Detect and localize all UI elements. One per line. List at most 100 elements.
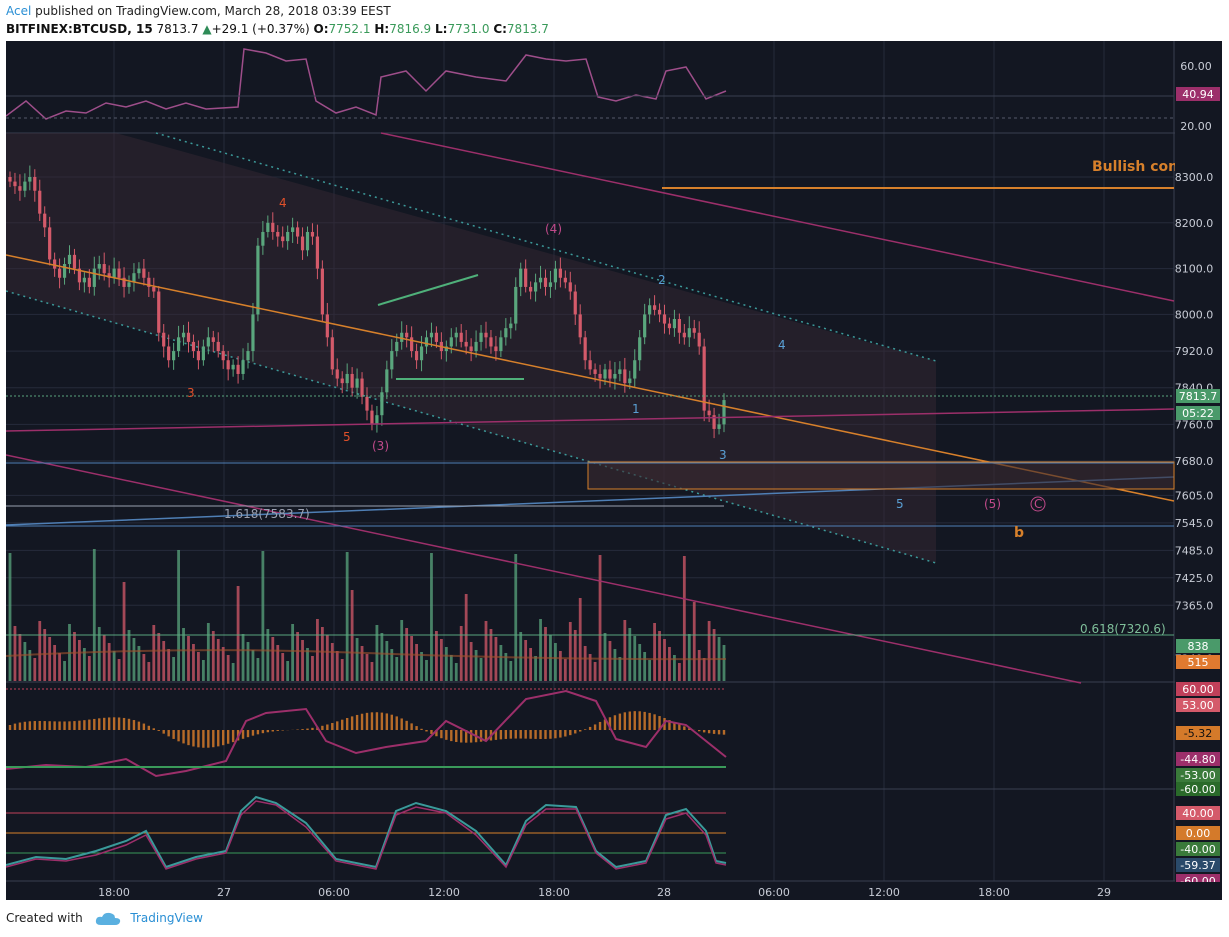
osc-bar (613, 715, 617, 730)
osc-bar (241, 730, 245, 739)
wave-label: 2 (658, 273, 666, 287)
osc-bar (430, 730, 433, 734)
volume-bar (474, 650, 478, 681)
osc-bar (345, 717, 349, 730)
candle-body (509, 323, 513, 329)
candle-body (127, 282, 131, 287)
volume-bar (197, 652, 200, 681)
volume-bar (206, 623, 210, 681)
osc-bar (122, 717, 126, 730)
osc-bar (598, 721, 602, 730)
candle-body (256, 245, 260, 315)
open-label: O: (313, 22, 329, 36)
volume-bar (182, 628, 185, 681)
volume-bar (638, 644, 642, 681)
osc-bar (23, 721, 27, 730)
volume-bar (613, 649, 617, 681)
osc-bar (152, 728, 155, 730)
osc-bar (400, 718, 403, 730)
candle-body (28, 177, 32, 182)
osc-bar (678, 724, 681, 730)
last-price: 7813.7 (156, 22, 199, 36)
osc-bar (172, 730, 175, 739)
rsi-value-tag-bg (1176, 87, 1220, 101)
price-tick-label: 7485.0 (1175, 544, 1214, 557)
candle-body (142, 268, 146, 278)
osc-bar (207, 730, 210, 748)
low-label: L: (435, 22, 448, 36)
time-tick-label: 06:00 (318, 886, 350, 899)
candle-body (662, 314, 667, 324)
osc-bar (98, 718, 101, 730)
candle-body (102, 264, 106, 274)
time-tick-label: 18:00 (538, 886, 570, 899)
candle-body (147, 277, 151, 287)
candle-body (598, 373, 602, 379)
volume-bar (162, 641, 166, 681)
candle-body (226, 360, 230, 370)
price-tick-label: 7680.0 (1175, 455, 1214, 468)
wave-label: 1 (632, 402, 640, 416)
tradingview-link[interactable]: TradingView (130, 911, 203, 925)
footer: Created with TradingView (6, 911, 203, 926)
candle-body (201, 346, 205, 361)
candle-body (405, 332, 409, 338)
high-value: 7816.9 (389, 22, 432, 36)
volume-bar (281, 653, 285, 681)
volume-bar (593, 662, 597, 681)
candle-body (251, 314, 255, 352)
volume-bar (459, 626, 463, 681)
osc-bar (251, 730, 255, 736)
chart-area[interactable]: Bullish con 4 3 5 (3) (4) 2 4 1 3 5 (5) Cb 1.618(7583… (6, 41, 1222, 900)
volume-bar (102, 635, 106, 681)
candle-body (603, 369, 607, 379)
osc-bar (370, 712, 374, 730)
osc-bar (564, 730, 567, 737)
volume-bar (316, 619, 319, 681)
osc-bar (18, 722, 22, 730)
osc-bar (653, 714, 656, 730)
volume-bar (430, 553, 433, 681)
candle-body (176, 337, 181, 352)
candle-body (167, 346, 171, 361)
volume-bar (588, 654, 592, 681)
volume-bar (157, 633, 161, 681)
price-tick-label: 8200.0 (1175, 217, 1214, 230)
time-tick-label: 28 (657, 886, 671, 899)
price-tick-label: 7760.0 (1175, 418, 1214, 431)
osc-tick-60: 60.00 (1182, 683, 1214, 696)
candle-body (533, 282, 538, 292)
candle-body (186, 332, 191, 342)
created-with-text: Created with (6, 911, 83, 925)
volume-bar (420, 652, 423, 681)
volume-bar (78, 640, 81, 681)
candle-body (206, 337, 210, 347)
osc-bar (246, 730, 250, 738)
candle-body (464, 341, 468, 347)
candle-body (157, 291, 161, 333)
price-tick-label: 8300.0 (1175, 171, 1214, 184)
volume-bar (48, 637, 52, 681)
osc-tick-value-bg (1176, 726, 1220, 740)
osc-bar (633, 711, 636, 730)
osc-bar (187, 730, 190, 746)
volume-bar (618, 657, 622, 681)
osc-bar (38, 720, 41, 730)
volume-bar (583, 646, 587, 681)
stoch-tick-neg40-bg (1176, 842, 1220, 856)
volume-bar (117, 659, 121, 681)
osc-bar (355, 714, 359, 730)
osc-bar (638, 711, 641, 730)
author-link[interactable]: Acel (6, 4, 32, 18)
osc-bar (524, 730, 527, 739)
candle-body (538, 277, 543, 283)
candle-body (613, 373, 617, 379)
volume-bar (276, 645, 280, 681)
osc-bar (43, 721, 46, 730)
symbol-label: BITFINEX:BTCUSD, 15 (6, 22, 153, 36)
volume-bar (97, 627, 101, 681)
price-tick-label: 7425.0 (1175, 572, 1214, 585)
candle-body (286, 231, 290, 242)
volume-bar (28, 650, 32, 681)
candle-body (529, 286, 533, 292)
